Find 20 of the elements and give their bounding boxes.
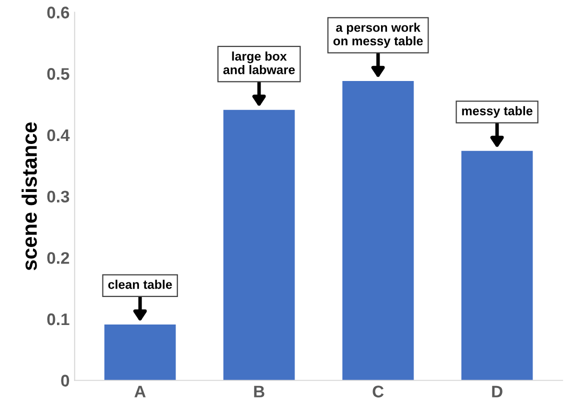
x-tick-label: B — [254, 386, 264, 398]
bar — [461, 150, 533, 380]
annotation: a person work on messy table — [333, 22, 423, 48]
y-axis-title: scene distance — [22, 122, 37, 270]
bar — [223, 110, 295, 380]
bar — [342, 80, 414, 380]
annotation: messy table — [462, 106, 532, 118]
y-tick-label: 0.4 — [47, 129, 70, 142]
y-tick-label: 0.1 — [47, 313, 70, 326]
y-tick-label: 0.6 — [47, 6, 70, 18]
bar — [104, 324, 176, 380]
x-tick-label: A — [134, 386, 146, 398]
annotation: clean table — [108, 280, 172, 289]
y-tick-label: 0 — [61, 374, 70, 387]
y-tick-label: 0.2 — [47, 252, 70, 264]
y-tick-label: 0.3 — [47, 190, 70, 203]
x-tick-label: C — [372, 386, 384, 398]
y-tick-label: 0.5 — [47, 68, 70, 80]
x-tick-label: D — [492, 386, 502, 398]
annotation: large box and labware — [223, 52, 295, 74]
